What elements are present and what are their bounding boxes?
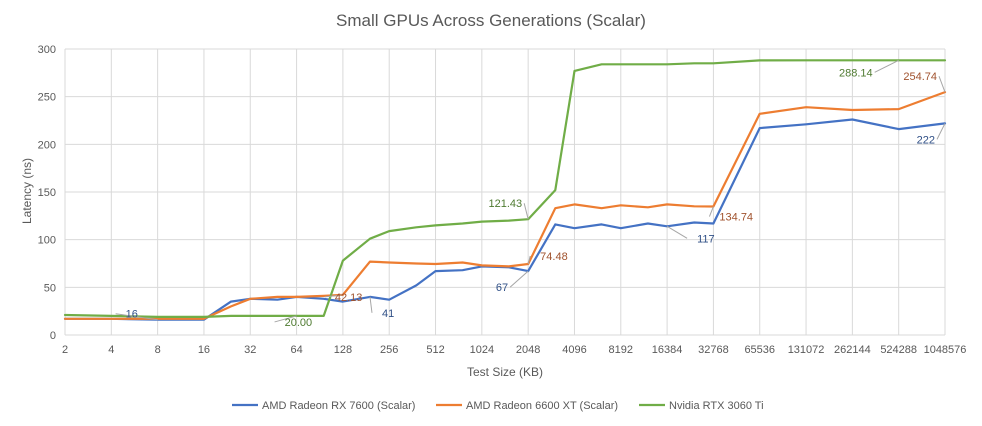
x-tick-label: 2048	[516, 344, 540, 356]
annotation-leader	[666, 225, 688, 239]
y-tick-label: 50	[44, 282, 56, 294]
y-tick-label: 100	[38, 235, 56, 247]
y-tick-label: 200	[38, 139, 56, 151]
x-tick-label: 65536	[744, 344, 775, 356]
legend-entry: AMD Radeon 6600 XT (Scalar)	[466, 400, 618, 412]
data-label: 121.43	[489, 198, 523, 210]
x-tick-label: 16	[198, 344, 210, 356]
data-label: 41	[382, 308, 394, 320]
series-line-1	[63, 90, 947, 320]
series-line-2	[63, 59, 947, 318]
x-tick-label: 2	[62, 344, 68, 356]
annotation-leader	[874, 59, 899, 73]
annotation-leader	[936, 123, 946, 140]
annotation-leader	[324, 294, 343, 298]
x-tick-label: 1048576	[924, 344, 967, 356]
data-label: 254.74	[903, 71, 937, 83]
x-tick-label: 32	[244, 344, 256, 356]
y-axis-title: Latency (ns)	[20, 158, 34, 224]
series-line-0	[63, 118, 947, 321]
x-tick-label: 8192	[609, 344, 633, 356]
annotation-leader	[527, 255, 531, 265]
legend-entry: Nvidia RTX 3060 Ti	[669, 400, 764, 412]
y-tick-label: 250	[38, 92, 56, 104]
x-axis-title: Test Size (KB)	[467, 365, 543, 379]
annotation-leader	[523, 203, 529, 220]
x-tick-label: 8	[155, 344, 161, 356]
x-tick-label: 128	[334, 344, 352, 356]
y-axis-ticks: 0 50 100 150 200 250 300	[38, 44, 56, 342]
series-lines	[63, 59, 947, 321]
y-tick-label: 0	[50, 330, 56, 342]
annotation-leader	[708, 206, 714, 217]
data-annotations: 16 20.00 42.13 41 74.48 67 121.43 134.74 117 288.…	[115, 59, 946, 329]
data-label: 42.13	[335, 292, 363, 304]
chart-title: Small GPUs Across Generations (Scalar)	[336, 11, 646, 30]
legend-entry: AMD Radeon RX 7600 (Scalar)	[262, 400, 415, 412]
data-label: 67	[496, 282, 508, 294]
x-tick-label: 4	[108, 344, 114, 356]
x-tick-label: 1024	[470, 344, 494, 356]
annotation-leader	[938, 75, 946, 93]
data-label: 16	[126, 309, 138, 321]
legend: AMD Radeon RX 7600 (Scalar) AMD Radeon 66…	[232, 400, 764, 412]
data-label: 74.48	[540, 251, 568, 263]
x-tick-label: 524288	[880, 344, 917, 356]
gridlines	[64, 48, 946, 336]
x-tick-label: 262144	[834, 344, 871, 356]
x-tick-label: 16384	[652, 344, 683, 356]
y-tick-label: 150	[38, 187, 56, 199]
x-tick-label: 4096	[562, 344, 586, 356]
data-label: 20.00	[285, 317, 313, 329]
annotation-leader	[115, 313, 158, 321]
data-label: 222	[917, 134, 935, 146]
annotation-leader	[274, 315, 297, 323]
data-label: 134.74	[719, 212, 753, 224]
annotation-leader	[369, 296, 373, 313]
y-tick-label: 300	[38, 44, 56, 56]
annotation-leader	[509, 270, 529, 288]
data-label: 117	[697, 233, 715, 245]
data-label: 288.14	[839, 67, 873, 79]
x-tick-label: 131072	[788, 344, 825, 356]
x-tick-label: 64	[290, 344, 302, 356]
x-tick-label: 32768	[698, 344, 729, 356]
x-tick-label: 512	[426, 344, 444, 356]
x-axis-ticks: 2 4 8 16 32 64 128 256 512 1024 2048 4096 8192 16384 3…	[62, 344, 966, 356]
x-tick-label: 256	[380, 344, 398, 356]
